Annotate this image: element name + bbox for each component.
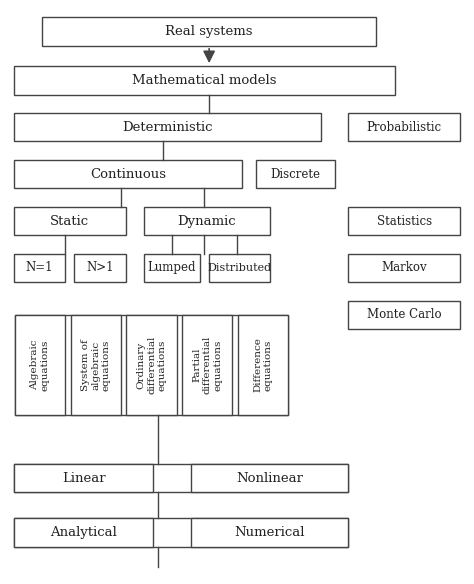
Text: N=1: N=1 [26, 262, 54, 274]
Bar [14, 518, 348, 547]
Bar [14, 253, 65, 282]
Text: Monte Carlo: Monte Carlo [367, 308, 442, 321]
Text: Analytical: Analytical [50, 526, 117, 539]
Text: Probabilistic: Probabilistic [367, 121, 442, 134]
Bar [71, 315, 121, 415]
Text: Difference
equations: Difference equations [253, 338, 273, 392]
Text: Algebraic
equations: Algebraic equations [30, 339, 50, 391]
Text: Statistics: Statistics [377, 214, 432, 228]
Bar [14, 464, 154, 492]
Bar [15, 315, 288, 415]
Bar [182, 315, 232, 415]
Bar [144, 253, 200, 282]
Bar [14, 464, 348, 492]
Text: Lumped: Lumped [148, 262, 196, 274]
Bar [238, 315, 288, 415]
Bar [127, 315, 177, 415]
Text: System of
algebraic
equations: System of algebraic equations [81, 339, 111, 391]
Text: Ordinary
differential
equations: Ordinary differential equations [137, 336, 166, 394]
Bar [15, 315, 65, 415]
Bar [42, 18, 376, 46]
Text: Continuous: Continuous [90, 168, 166, 180]
Text: Nonlinear: Nonlinear [236, 471, 303, 485]
Bar [209, 253, 270, 282]
Text: N>1: N>1 [86, 262, 114, 274]
Bar [348, 253, 460, 282]
Bar [14, 518, 154, 547]
Text: Static: Static [50, 214, 89, 228]
Text: Partial
differential
equations: Partial differential equations [192, 336, 222, 394]
Bar [74, 253, 126, 282]
Text: Deterministic: Deterministic [122, 121, 212, 134]
Bar [14, 113, 320, 141]
Bar [191, 518, 348, 547]
Text: Distributed: Distributed [207, 263, 272, 273]
Bar [348, 207, 460, 235]
Bar [191, 464, 348, 492]
Text: Numerical: Numerical [234, 526, 305, 539]
Text: Dynamic: Dynamic [177, 214, 236, 228]
Bar [348, 113, 460, 141]
Text: Real systems: Real systems [165, 25, 253, 38]
Bar [14, 160, 242, 189]
Bar [14, 207, 126, 235]
Text: Linear: Linear [62, 471, 106, 485]
Bar [348, 301, 460, 329]
Bar [144, 207, 270, 235]
Text: Mathematical models: Mathematical models [132, 74, 277, 87]
Bar [14, 66, 395, 95]
Text: Markov: Markov [382, 262, 427, 274]
Bar [255, 160, 335, 189]
Text: Discrete: Discrete [270, 168, 320, 180]
